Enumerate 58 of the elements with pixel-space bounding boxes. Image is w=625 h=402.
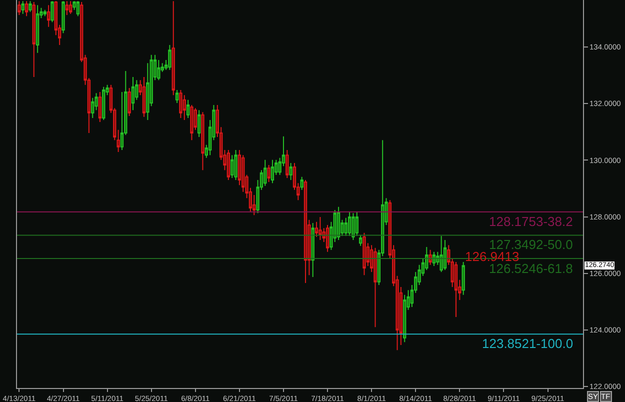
annotation: 126.9413 bbox=[465, 249, 520, 264]
candlestick bbox=[28, 0, 32, 12]
candlestick bbox=[32, 1, 36, 78]
candlestick bbox=[46, 4, 50, 28]
candlestick bbox=[175, 90, 179, 104]
candlestick bbox=[62, 0, 65, 34]
ref-line-label: 126.5246-61.8 bbox=[489, 261, 573, 276]
candlestick bbox=[168, 44, 172, 70]
candlestick bbox=[314, 221, 318, 238]
candlestick bbox=[226, 149, 230, 180]
candlestick bbox=[440, 236, 443, 272]
candlestick bbox=[69, 0, 72, 14]
candlestick bbox=[270, 159, 274, 184]
candlestick bbox=[348, 211, 352, 237]
candlestick bbox=[454, 262, 458, 318]
candlestick bbox=[362, 232, 366, 276]
candlestick bbox=[197, 110, 201, 138]
candlestick bbox=[403, 294, 406, 343]
candlestick bbox=[98, 91, 102, 122]
candlestick bbox=[142, 76, 146, 118]
candlestick bbox=[36, 4, 40, 54]
candlestick bbox=[289, 162, 292, 180]
candlestick bbox=[300, 176, 304, 190]
candlestick bbox=[21, 0, 24, 14]
candlestick bbox=[462, 262, 465, 296]
candlestick bbox=[355, 211, 358, 237]
candlestick bbox=[172, 0, 175, 96]
candlestick bbox=[443, 239, 447, 270]
candlestick bbox=[91, 97, 94, 119]
candlestick bbox=[201, 112, 204, 171]
candlestick bbox=[65, 0, 69, 16]
ref-line-label: 127.3492-50.0 bbox=[489, 237, 573, 252]
candlestick bbox=[286, 149, 289, 179]
candlestick bbox=[267, 164, 270, 182]
candlestick bbox=[264, 159, 267, 186]
candlestick bbox=[234, 149, 238, 180]
candlestick bbox=[352, 212, 355, 240]
candlestick bbox=[190, 104, 194, 141]
candlestick bbox=[102, 86, 106, 120]
candlestick bbox=[131, 76, 135, 111]
ref-line-label: 123.8521-100.0 bbox=[482, 336, 574, 351]
candlestick bbox=[43, 9, 46, 17]
ref-line-label: 128.1753-38.2 bbox=[489, 214, 573, 229]
candlestick bbox=[76, 0, 80, 17]
candlestick bbox=[374, 247, 377, 328]
candlestick bbox=[336, 206, 340, 240]
candlestick bbox=[304, 179, 308, 284]
candlestick bbox=[18, 0, 21, 16]
candlestick bbox=[432, 251, 436, 267]
candlestick bbox=[24, 0, 28, 17]
candlestick bbox=[311, 222, 314, 278]
candlestick bbox=[128, 88, 131, 117]
candlestick bbox=[318, 216, 322, 240]
candlestick bbox=[179, 90, 182, 119]
candlestick bbox=[326, 224, 330, 252]
candlestick bbox=[50, 0, 54, 23]
candlestick bbox=[186, 99, 190, 119]
candlestick bbox=[358, 234, 362, 246]
